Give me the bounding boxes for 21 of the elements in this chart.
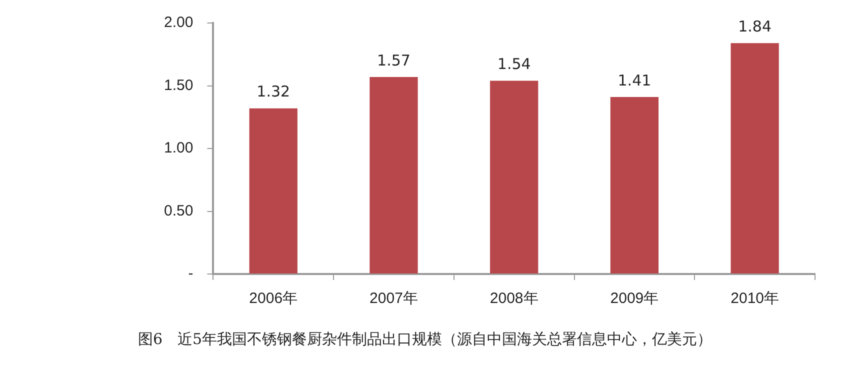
caption: 图6 近5年我国不锈钢餐厨杂件制品出口规模（源自中国海关总署信息中心，亿美元） bbox=[136, 330, 714, 349]
bar bbox=[370, 76, 418, 274]
data-label: 1.84 bbox=[738, 17, 772, 36]
y-tick-label: 0.50 bbox=[164, 202, 194, 220]
data-label: 1.54 bbox=[497, 55, 531, 74]
y-tick-label: 1.00 bbox=[164, 140, 194, 157]
bar bbox=[490, 80, 538, 274]
bar bbox=[730, 43, 779, 274]
x-tick-label: 2009年 bbox=[610, 290, 659, 308]
data-label: 1.32 bbox=[256, 82, 290, 101]
data-label: 1.41 bbox=[618, 71, 652, 90]
x-tick-label: 2010年 bbox=[730, 290, 780, 308]
y-tick-label: 2.00 bbox=[164, 14, 194, 32]
y-tick-label: - bbox=[188, 265, 194, 282]
x-tick-label: 2007年 bbox=[370, 290, 418, 308]
data-label: 1.57 bbox=[377, 51, 410, 70]
bar bbox=[249, 108, 298, 274]
y-tick-label: 1.50 bbox=[164, 76, 194, 94]
x-tick-label: 2006年 bbox=[249, 290, 298, 308]
bar bbox=[610, 97, 659, 274]
x-tick-label: 2008年 bbox=[490, 290, 538, 308]
